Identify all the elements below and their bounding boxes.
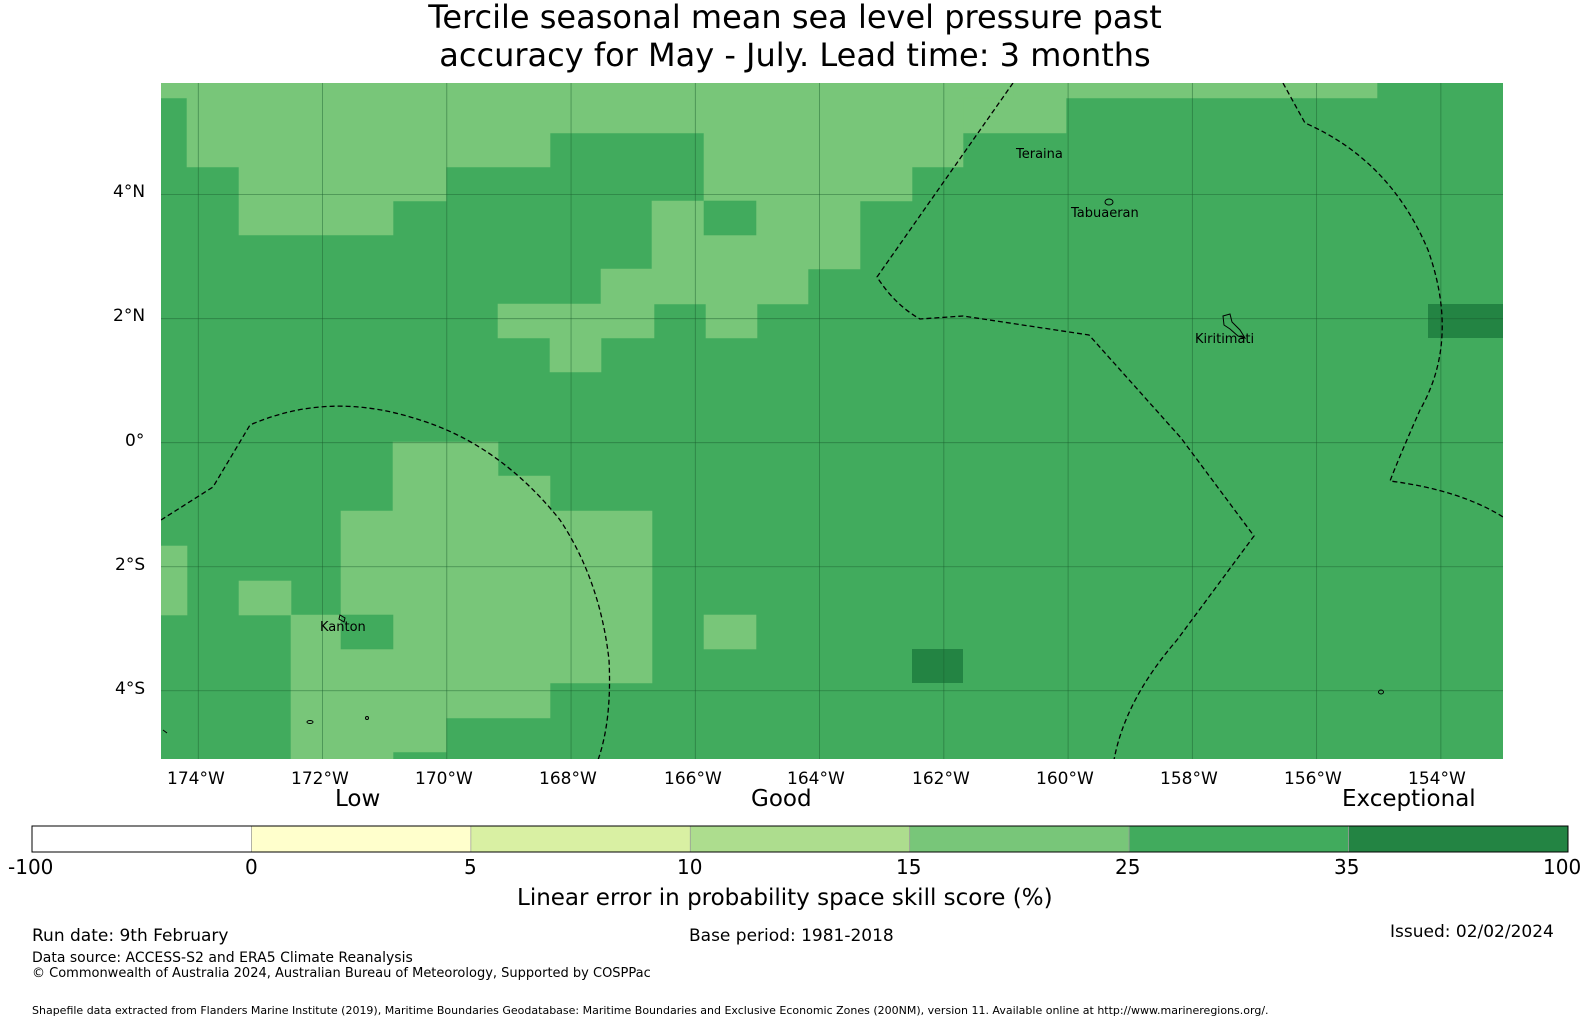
- colorbar-title: Linear error in probability space skill …: [517, 885, 1053, 911]
- lon-tick-label: 172°W: [291, 769, 349, 789]
- colorbar-segment: [1348, 825, 1569, 853]
- colorbar-tick-label: 35: [1334, 855, 1360, 879]
- lat-tick-label: 4°N: [113, 182, 146, 202]
- colorbar-tick-label: 15: [896, 855, 922, 879]
- copyright: © Commonwealth of Australia 2024, Austra…: [32, 966, 651, 981]
- lat-tick-label: 4°S: [115, 679, 146, 699]
- colorbar-tick-label: 5: [464, 855, 477, 879]
- kanton-island: [338, 614, 346, 623]
- skill-band-15-25: [161, 83, 1378, 759]
- tabuaeran-island: [1104, 198, 1114, 206]
- small-island: [162, 729, 168, 734]
- issued-date: Issued: 02/02/2024: [1390, 922, 1554, 942]
- lon-tick-label: 168°W: [539, 769, 597, 789]
- colorbar-tick-label: 100: [1543, 855, 1582, 879]
- lon-tick-label: 162°W: [912, 769, 970, 789]
- map-gridlines: [161, 83, 1503, 759]
- title-line-1: Tercile seasonal mean sea level pressure…: [428, 0, 1162, 36]
- eastern-eez-boundary: [1282, 83, 1503, 518]
- data-source: Data source: ACCESS-S2 and ERA5 Climate …: [32, 950, 413, 966]
- colorbar-segment: [470, 825, 691, 853]
- lat-tick-label: 2°S: [115, 555, 146, 575]
- lat-tick-label: 2°N: [113, 306, 146, 326]
- chart-title: Tercile seasonal mean sea level pressure…: [0, 0, 1590, 74]
- lon-tick-label: 170°W: [415, 769, 473, 789]
- colorbar-segment: [31, 825, 252, 853]
- lat-tick-label: 0°: [125, 431, 145, 451]
- category-label-good: Good: [751, 786, 812, 812]
- lon-tick-label: 160°W: [1036, 769, 1094, 789]
- lon-tick-label: 158°W: [1160, 769, 1218, 789]
- colorbar-segment: [909, 825, 1130, 853]
- lon-tick-label: 166°W: [664, 769, 722, 789]
- lon-tick-label: 156°W: [1284, 769, 1342, 789]
- category-label-exceptional: Exceptional: [1342, 786, 1476, 812]
- small-island: [1378, 689, 1384, 695]
- phoenix-islands-eez-boundary: [161, 405, 611, 759]
- place-label-kanton: Kanton: [320, 620, 366, 635]
- colorbar-tick-label: -100: [8, 855, 54, 879]
- colorbar-segment: [251, 825, 472, 853]
- lon-tick-label: 164°W: [787, 769, 845, 789]
- shapefile-credit: Shapefile data extracted from Flanders M…: [32, 1004, 1269, 1017]
- small-island: [306, 720, 314, 724]
- colorbar: [31, 825, 1569, 853]
- place-label-tabuaeran: Tabuaeran: [1071, 206, 1139, 221]
- skill-band-25-35-patches: [340, 200, 757, 650]
- eez-boundaries: [161, 83, 1503, 759]
- colorbar-frame: [31, 825, 1569, 853]
- colorbar-tick-label: 0: [245, 855, 258, 879]
- colorbar-segment: [1128, 825, 1349, 853]
- islands: [162, 198, 1384, 734]
- lon-tick-label: 154°W: [1408, 769, 1466, 789]
- base-period: Base period: 1981-2018: [689, 926, 894, 946]
- colorbar-segment: [689, 825, 911, 853]
- place-label-kiritimati: Kiritimati: [1195, 332, 1255, 347]
- kiritimati-line-islands-eez-boundary: [876, 83, 1255, 759]
- lon-tick-label: 174°W: [167, 769, 225, 789]
- colorbar-tick-label: 25: [1115, 855, 1141, 879]
- colorbar-tick-label: 10: [677, 855, 703, 879]
- place-label-teraina: Teraina: [1016, 147, 1063, 162]
- run-date: Run date: 9th February: [32, 926, 229, 946]
- title-line-2: accuracy for May - July. Lead time: 3 mo…: [439, 36, 1151, 74]
- category-label-low: Low: [335, 786, 381, 812]
- kiritimati-island: [1222, 313, 1247, 339]
- small-island: [365, 716, 369, 720]
